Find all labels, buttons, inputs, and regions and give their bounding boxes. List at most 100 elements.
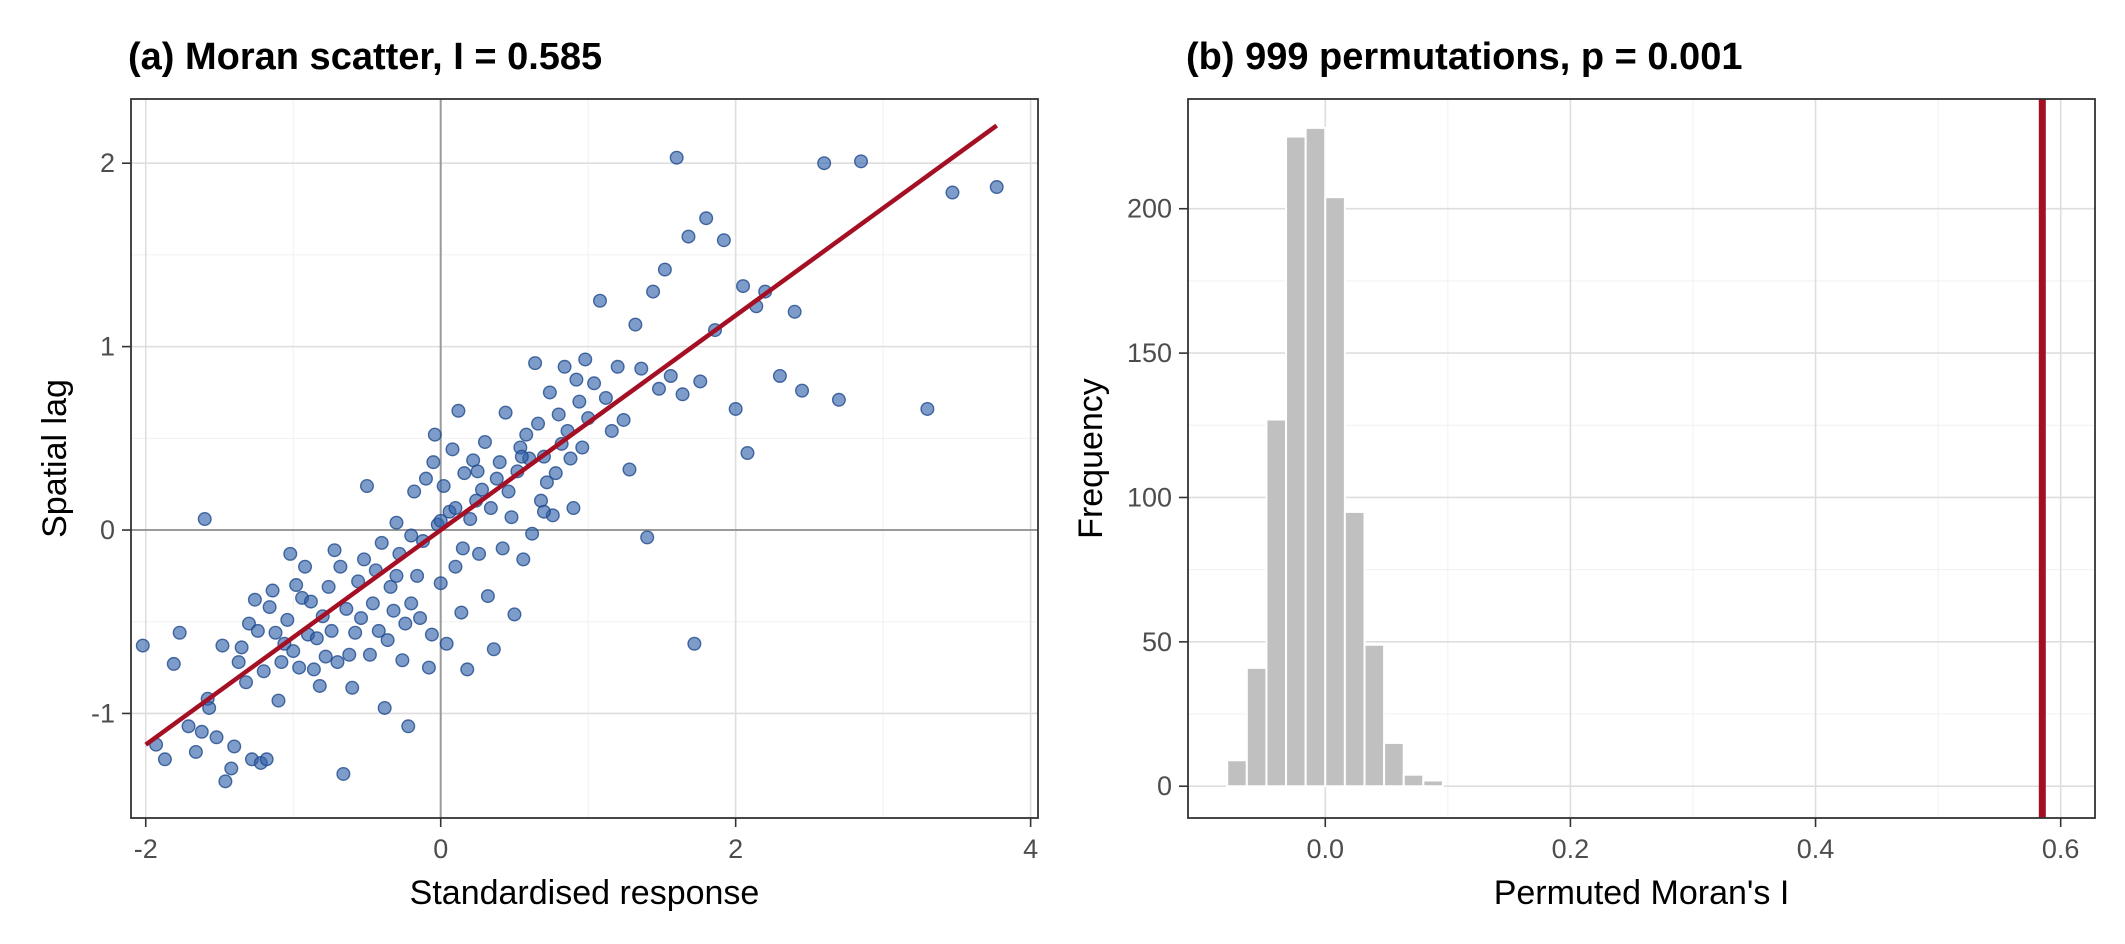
scatter-point	[495, 541, 510, 556]
scatter-point	[507, 607, 522, 622]
scatter-point	[339, 601, 354, 616]
scatter-point	[687, 636, 702, 651]
histogram-bar	[1402, 773, 1425, 788]
scatter-point	[418, 471, 433, 486]
scatter-point	[333, 559, 348, 574]
scatter-point	[498, 405, 513, 420]
panel-a-y-tick-label: 1	[100, 332, 115, 362]
scatter-point	[528, 356, 543, 371]
scatter-point	[569, 372, 584, 387]
scatter-point	[539, 475, 554, 490]
scatter-point	[365, 596, 380, 611]
scatter-point	[197, 512, 212, 527]
scatter-point	[377, 700, 392, 715]
scatter-point	[407, 484, 422, 499]
scatter-point	[413, 611, 428, 626]
scatter-point	[566, 501, 581, 516]
panel-a-title: (a) Moran scatter, I = 0.585	[128, 36, 603, 78]
scatter-point	[669, 150, 684, 165]
scatter-point	[455, 541, 470, 556]
scatter-point	[181, 719, 196, 734]
panel-b-y-tick-label: 150	[1127, 338, 1172, 368]
scatter-point	[504, 510, 519, 525]
panel-a-x-tick-label: 2	[728, 834, 743, 864]
scatter-point	[306, 662, 321, 677]
scatter-point	[598, 390, 613, 405]
panel-b-x-tick-label: 0.2	[1552, 834, 1590, 864]
scatter-point	[831, 392, 846, 407]
scatter-point	[309, 631, 324, 646]
histogram-bar	[1245, 666, 1268, 788]
scatter-point	[380, 633, 395, 648]
scatter-point	[604, 423, 619, 438]
scatter-point	[433, 576, 448, 591]
scatter-point	[209, 730, 224, 745]
scatter-point	[292, 660, 307, 675]
scatter-point	[256, 664, 271, 679]
scatter-point	[489, 471, 504, 486]
scatter-point	[439, 636, 454, 651]
panel-b-y-axis-title: Frequency	[1072, 378, 1110, 539]
panel-b-histogram: 0.0 0.2 0.4 0.6 0 50 100 150 200 Permuted Moran's…	[1072, 98, 2096, 912]
scatter-point	[348, 625, 363, 640]
scatter-point	[283, 546, 298, 561]
histogram-bar	[1304, 126, 1327, 788]
scatter-point	[357, 552, 372, 567]
scatter-point	[280, 612, 295, 627]
scatter-point	[426, 455, 441, 470]
scatter-point	[451, 403, 466, 418]
scatter-point	[448, 559, 463, 574]
panel-a-y-axis-title: Spatial lag	[36, 379, 74, 538]
scatter-point	[920, 401, 935, 416]
histogram-bar	[1383, 741, 1405, 788]
scatter-point	[336, 766, 351, 781]
panel-a-x-tick-label: 4	[1023, 834, 1038, 864]
scatter-point	[548, 466, 563, 481]
panel-b-y-tick-label: 50	[1142, 627, 1172, 657]
scatter-point	[342, 647, 357, 662]
scatter-point	[274, 655, 289, 670]
scatter-point	[359, 479, 374, 494]
scatter-point	[736, 279, 751, 294]
scatter-point	[657, 262, 672, 277]
scatter-point	[324, 623, 339, 638]
scatter-point	[234, 640, 249, 655]
scatter-point	[578, 352, 593, 367]
scatter-point	[716, 233, 731, 248]
scatter-point	[298, 559, 313, 574]
panel-b-x-tick-label: 0.4	[1797, 834, 1835, 864]
scatter-point	[622, 462, 637, 477]
scatter-point	[188, 744, 203, 759]
scatter-point	[557, 359, 572, 374]
scatter-point	[480, 589, 495, 604]
scatter-point	[572, 394, 587, 409]
panel-a-scatter: -2 0 2 4 -1 0 1 2 Standardised response Spatial l…	[36, 98, 1039, 912]
scatter-point	[551, 407, 566, 422]
scatter-point	[383, 579, 398, 594]
scatter-point	[651, 381, 666, 396]
scatter-point	[389, 515, 404, 530]
scatter-point	[135, 638, 150, 653]
scatter-point	[247, 592, 262, 607]
histogram-bar	[1363, 643, 1386, 788]
scatter-point	[616, 412, 631, 427]
histogram-bar	[1226, 759, 1248, 788]
scatter-point	[224, 761, 239, 776]
scatter-point	[728, 401, 743, 416]
panel-a-plot-border	[130, 98, 1039, 819]
panel-a-y-tick-label: 2	[100, 148, 115, 178]
scatter-point	[312, 678, 327, 693]
scatter-point	[989, 180, 1004, 195]
scatter-point	[354, 611, 369, 626]
panel-b-y-tick-label: 0	[1157, 771, 1172, 801]
scatter-point	[271, 693, 286, 708]
scatter-point	[166, 656, 181, 671]
scatter-point	[787, 304, 802, 319]
panel-b-x-tick-label: 0.6	[2042, 834, 2080, 864]
scatter-point	[401, 719, 416, 734]
scatter-point	[525, 526, 540, 541]
scatter-point	[563, 451, 578, 466]
scatter-point	[265, 583, 280, 598]
scatter-point	[421, 660, 436, 675]
